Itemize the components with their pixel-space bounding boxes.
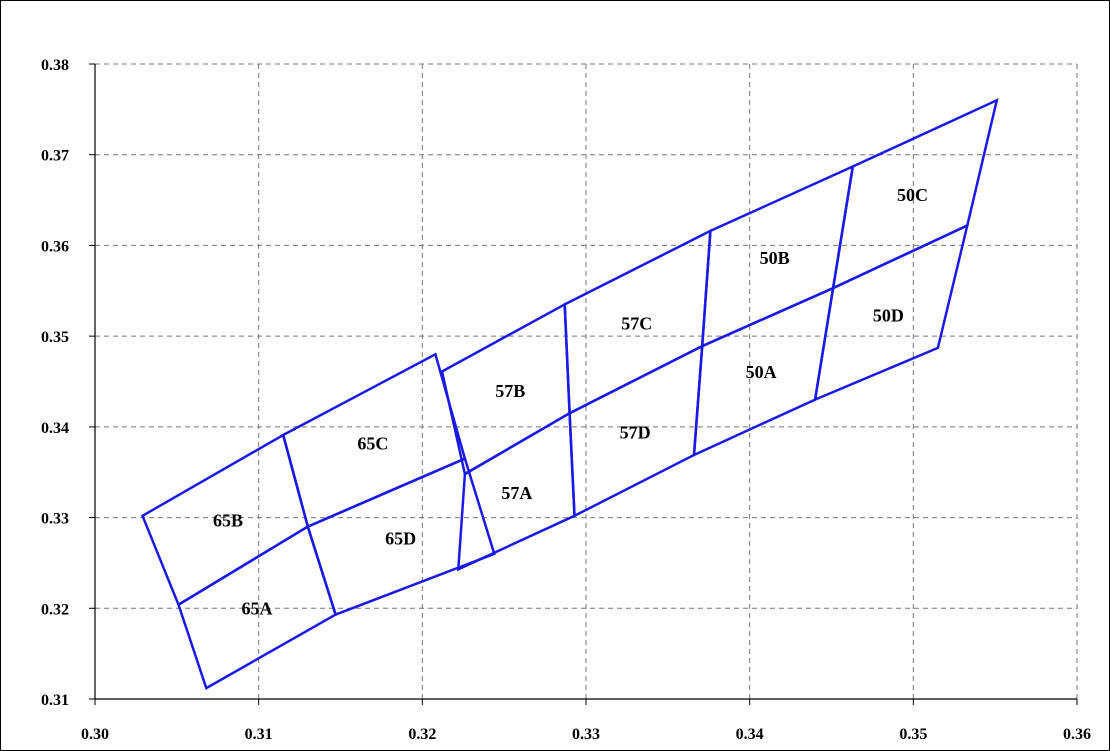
y-tick-label: 0.35 (41, 329, 69, 346)
x-tick-label: 0.33 (572, 726, 600, 743)
region-label-57a: 57A (501, 483, 532, 503)
region-labels: 65A 65B 65C 65D 57A 57B 57C 57D 50A 50B 50C 50D (213, 185, 928, 618)
x-tick-label: 0.35 (899, 726, 927, 743)
y-tick-label: 0.36 (41, 238, 69, 255)
region-label-50a: 50A (746, 362, 777, 382)
x-tick-label: 0.32 (408, 726, 436, 743)
y-tick-label: 0.32 (41, 601, 69, 618)
region-label-57b: 57B (495, 381, 525, 401)
region-label-65b: 65B (213, 511, 243, 531)
region-quadrilaterals (140, 98, 999, 690)
axes (89, 63, 1078, 705)
x-tick-label: 0.31 (245, 726, 273, 743)
region-label-50b: 50B (760, 248, 790, 268)
x-tick-label: 0.34 (736, 726, 764, 743)
region-label-65c: 65C (357, 434, 388, 454)
y-tick-label: 0.31 (41, 692, 69, 709)
y-tick-label: 0.38 (41, 57, 69, 74)
x-tick-label: 0.30 (81, 726, 109, 743)
region-label-50c: 50C (897, 185, 928, 205)
region-label-50d: 50D (873, 305, 904, 325)
grid-lines (95, 63, 1078, 699)
x-tick-labels: 0.30 0.31 0.32 0.33 0.34 0.35 0.36 (81, 726, 1091, 743)
y-tick-labels: 0.31 0.32 0.33 0.34 0.35 0.36 0.37 0.38 (41, 57, 69, 709)
region-label-65d: 65D (385, 528, 416, 548)
region-label-65a: 65A (242, 599, 273, 619)
region-label-57c: 57C (621, 314, 652, 334)
region-label-57d: 57D (620, 423, 651, 443)
y-tick-label: 0.34 (41, 420, 69, 437)
y-tick-label: 0.37 (41, 148, 69, 165)
y-tick-label: 0.33 (41, 511, 69, 528)
x-tick-label: 0.36 (1063, 726, 1091, 743)
region-50d (813, 223, 970, 402)
